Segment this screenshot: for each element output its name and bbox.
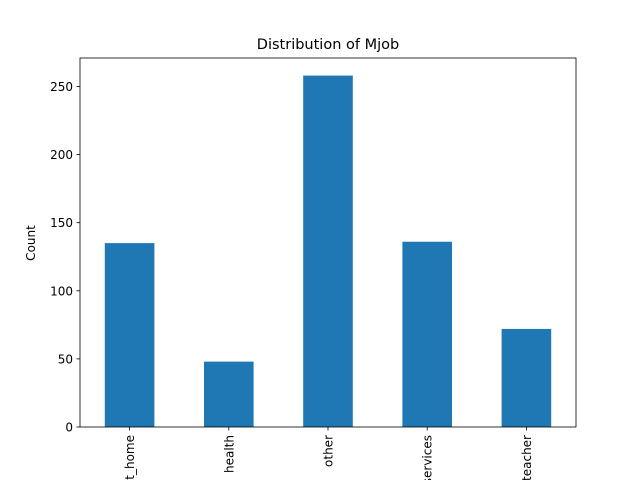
bar-health [204,361,254,427]
x-tick-label-other: other [322,435,336,467]
y-tick-label: 150 [50,216,73,230]
bar-services [402,241,452,427]
bar-at-home [104,243,155,427]
plot-frame [79,57,577,428]
y-axis-label: Count [24,225,38,261]
x-tick-label-services: services [421,435,435,480]
y-tick-label: 50 [58,352,73,366]
y-tick-label: 250 [50,80,73,94]
bars-group [104,75,552,428]
y-tick-label: 100 [50,284,73,298]
y-tick-label: 200 [50,148,73,162]
x-tick-label-teacher: teacher [520,435,534,480]
y-tick-label: 0 [65,421,73,435]
bar-other [303,75,353,428]
x-tick-label-at-home: at_home [123,435,137,480]
bar-teacher [501,328,552,427]
x-tick-label-health: health [222,435,236,473]
y-axis-ticks: 0 50 100 150 200 250 [50,80,80,435]
chart-title: Distribution of Mjob [257,37,399,53]
x-axis-ticks: at_home health other services teacher [123,427,534,480]
